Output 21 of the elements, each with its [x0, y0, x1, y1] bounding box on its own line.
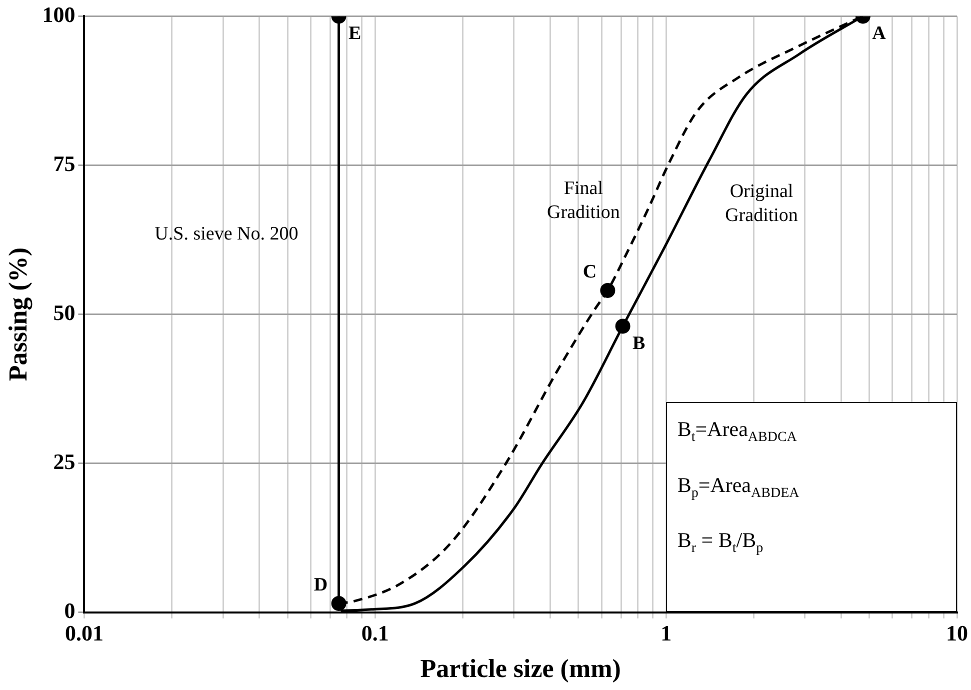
x-tick-label: 1	[660, 620, 672, 646]
y-axis-title: Passing (%)	[3, 247, 32, 382]
annotation: C	[582, 261, 597, 282]
series-label: Original Gradition	[725, 180, 798, 226]
y-tick-label: 75	[53, 150, 76, 176]
x-tick-label: 0.1	[361, 620, 389, 646]
annotation: B	[632, 333, 646, 354]
annotation: B$_{t}$=Area$_{ABDCA}$	[677, 417, 798, 447]
text: U.S. sieve No. 200	[154, 223, 298, 244]
x-tick-label: 10	[946, 620, 968, 646]
series-label: Final Gradition	[547, 178, 620, 224]
annotation: A	[872, 23, 886, 44]
y-tick-label: 25	[53, 449, 76, 474]
y-tick-label: 50	[53, 300, 76, 325]
annotation: E	[348, 23, 362, 44]
annotation: D	[314, 574, 328, 596]
annotation: B$_{p}$=Area$_{ABDEA}$	[677, 472, 800, 502]
formula-box: B$_{t}$=Area$_{ABDCA}$ B$_{p}$=Area$_{ABDEA}$ B$_{r}$ = B$_{t}$/B$_{p}$	[666, 402, 957, 612]
annotation: B$_{r}$ = B$_{t}$/B$_{p}$	[677, 528, 764, 557]
x-axis-title: Particle size (mm)	[420, 654, 621, 684]
y-tick-label: 100	[42, 2, 76, 27]
